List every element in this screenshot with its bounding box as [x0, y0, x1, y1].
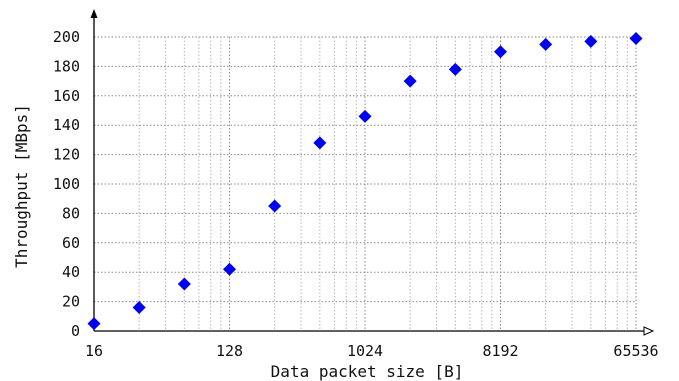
x-axis-arrow — [643, 326, 655, 336]
x-tick-labels: 16 128 1024 8192 65536 — [85, 342, 659, 360]
y-tick-label: 60 — [62, 234, 80, 252]
y-axis-arrow — [90, 9, 98, 18]
data-point — [177, 277, 191, 291]
data-point — [313, 136, 327, 150]
x-axis-title: Data packet size [B] — [271, 362, 464, 381]
y-tick-label: 120 — [53, 146, 80, 164]
data-point — [448, 62, 462, 76]
x-tick-label: 8192 — [482, 342, 518, 360]
y-tick-label: 160 — [53, 87, 80, 105]
y-tick-labels: 0 20 40 60 80 100 120 140 160 180 200 — [53, 28, 80, 340]
y-tick-label: 200 — [53, 28, 80, 46]
x-tick-label: 16 — [85, 342, 103, 360]
data-point — [268, 199, 282, 213]
data-point — [132, 300, 146, 314]
data-point — [584, 34, 598, 48]
y-tick-label: 0 — [71, 322, 80, 340]
data-point — [223, 262, 236, 276]
y-tick-label: 140 — [53, 116, 80, 134]
axes — [90, 9, 655, 336]
data-point — [87, 317, 101, 331]
data-point — [403, 74, 417, 88]
data-point — [494, 45, 507, 59]
y-tick-label: 20 — [62, 293, 80, 311]
data-point — [358, 109, 372, 123]
x-tick-label: 65536 — [613, 342, 658, 360]
data-point — [539, 37, 553, 51]
y-axis-title: Throughput [MBps] — [12, 104, 31, 268]
x-tick-label: 1024 — [347, 342, 383, 360]
y-tick-label: 180 — [53, 57, 80, 75]
grid — [94, 36, 637, 331]
y-tick-label: 80 — [62, 204, 80, 222]
y-tick-label: 40 — [62, 263, 80, 281]
y-tick-label: 100 — [53, 175, 80, 193]
data-point — [629, 31, 643, 45]
x-tick-label: 128 — [216, 342, 243, 360]
data-points — [87, 31, 643, 331]
